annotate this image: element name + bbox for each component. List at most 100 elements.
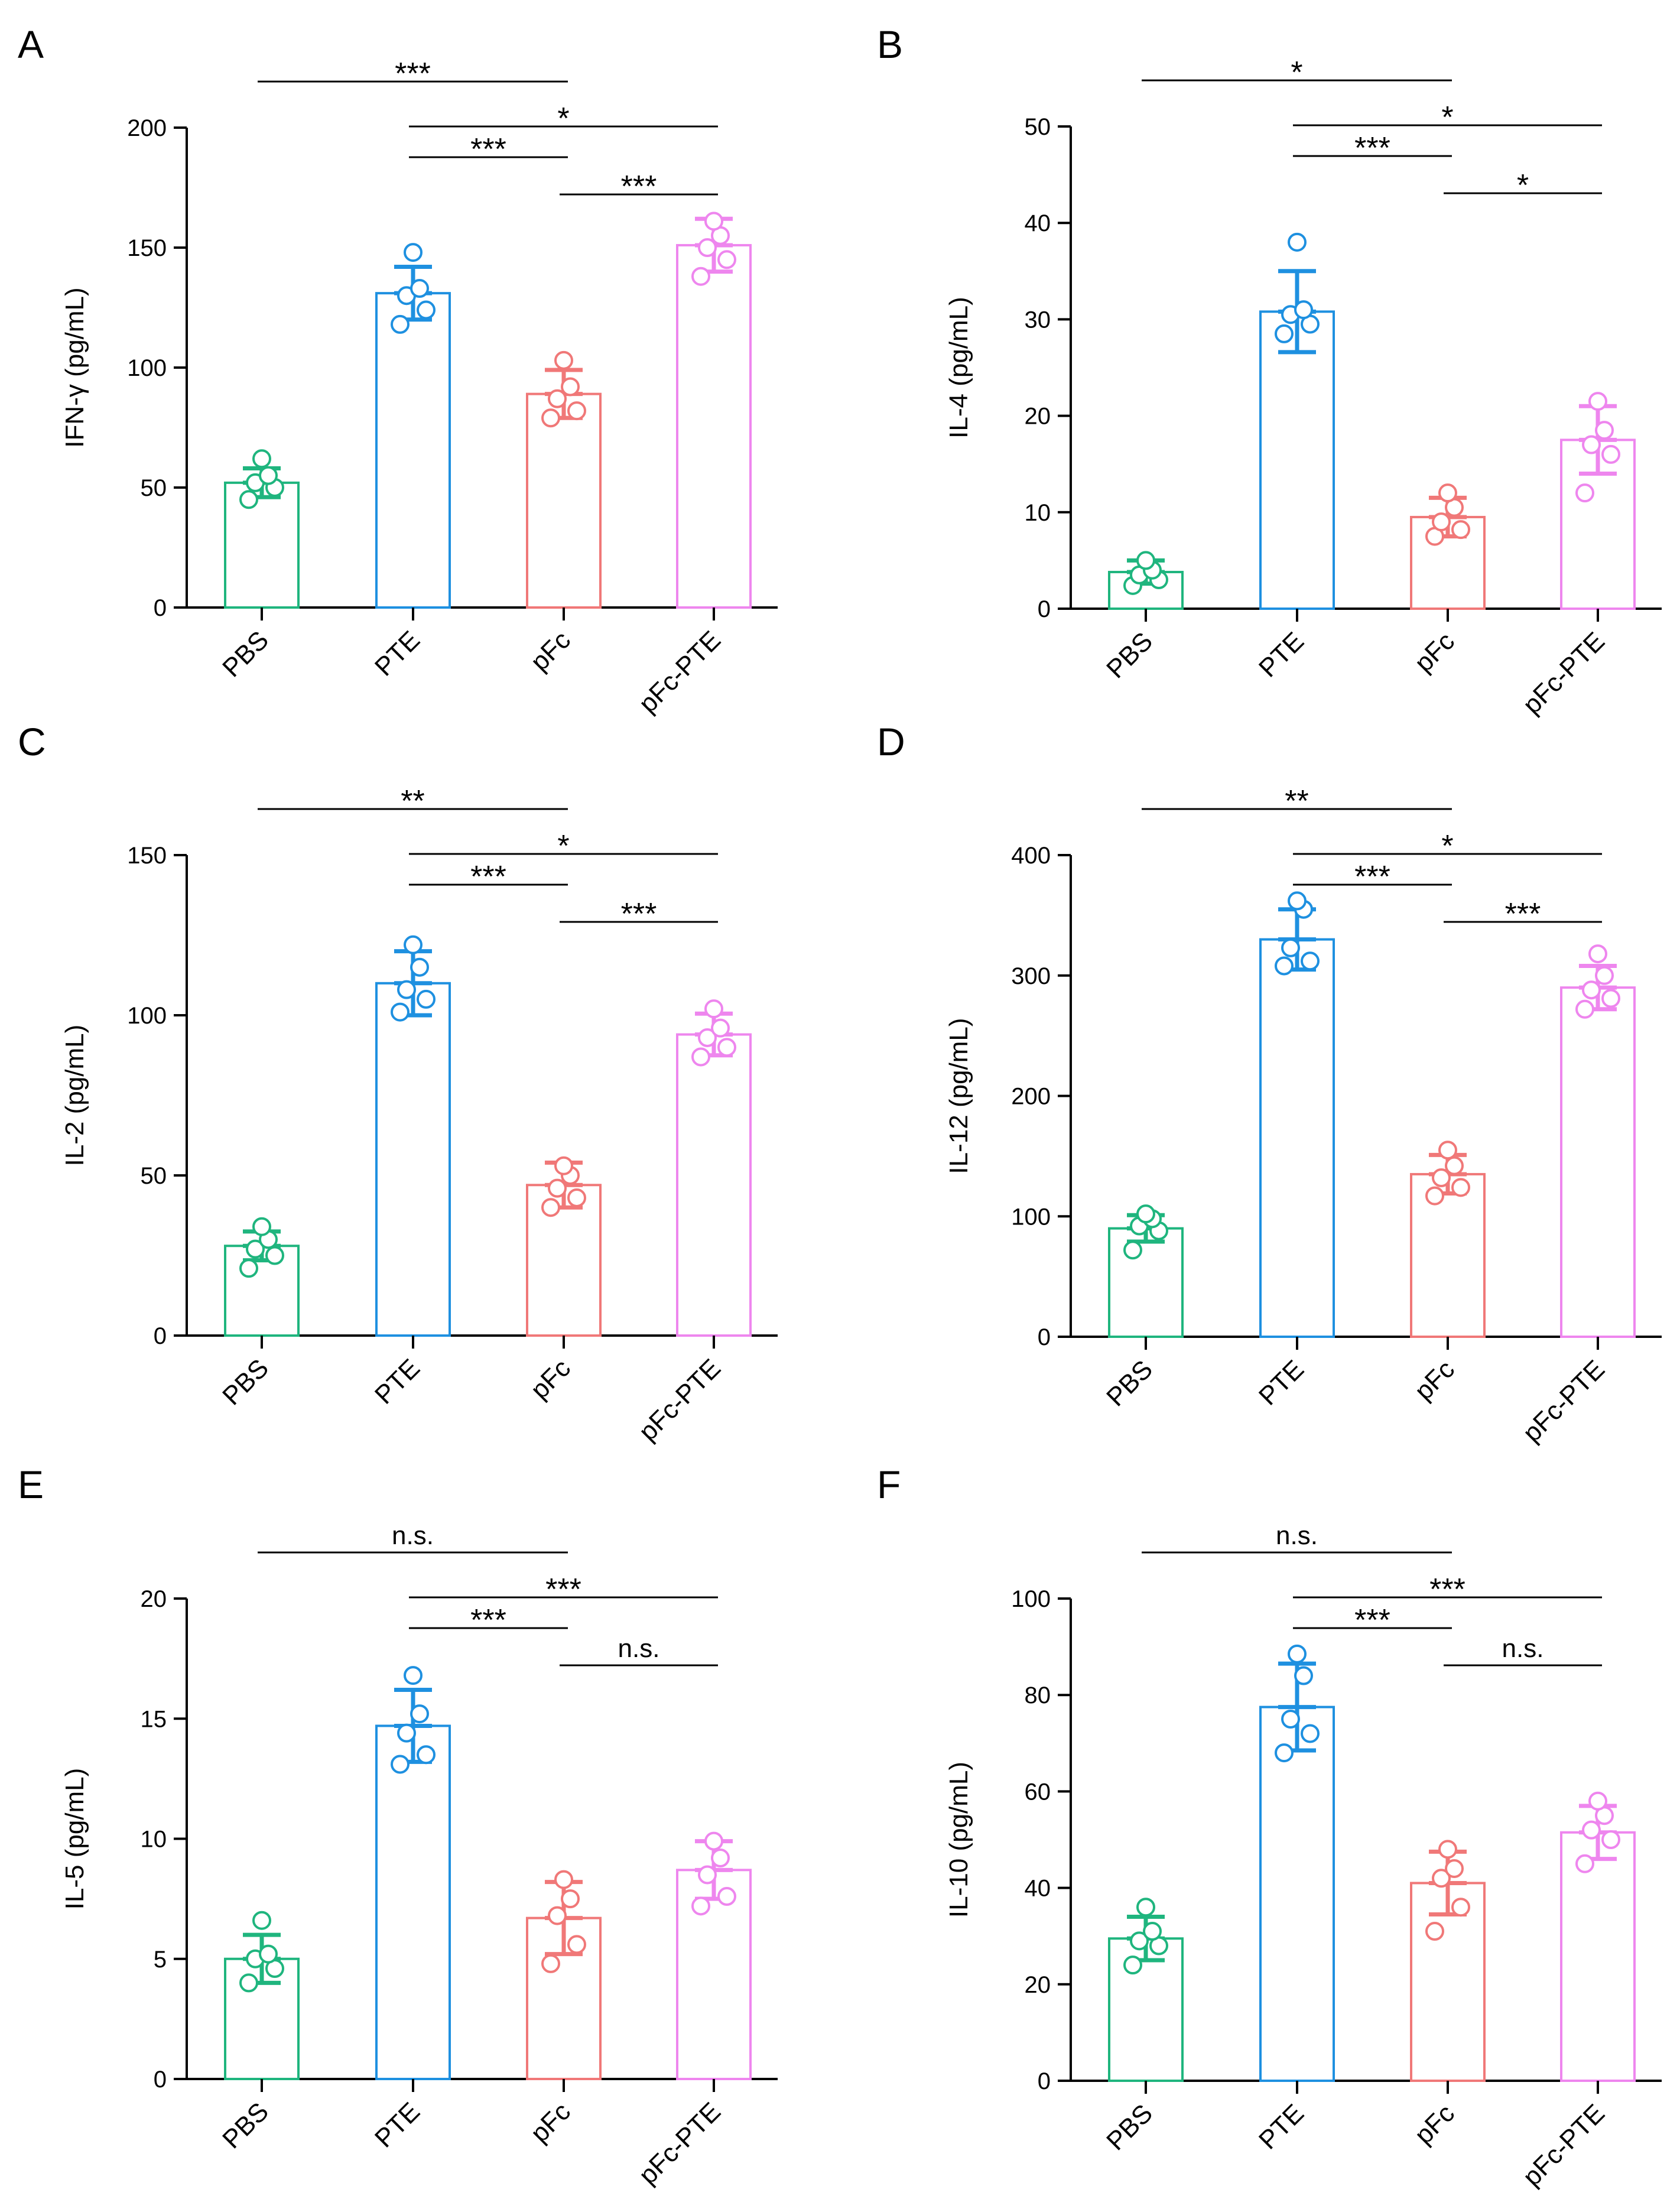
- y-tick-label-f: 60: [1025, 1779, 1051, 1805]
- significance-label-d: ***: [1354, 860, 1390, 894]
- data-point-b-pfc-pte: [1575, 483, 1594, 503]
- y-tick-label-f: 80: [1025, 1682, 1051, 1708]
- category-label-a-pte: PTE: [369, 625, 425, 681]
- data-point-b-pfc: [1438, 483, 1457, 503]
- category-label-b-pte: PTE: [1253, 626, 1309, 683]
- data-point-a-pfc-pte: [698, 238, 717, 257]
- data-point-f-pfc-pte: [1582, 1820, 1601, 1840]
- data-point-e-pfc-pte: [691, 1896, 710, 1916]
- data-point-a-pfc: [561, 377, 580, 397]
- significance-label-e: ***: [545, 1573, 581, 1607]
- category-label-e-pbs: PBS: [217, 2097, 274, 2154]
- data-point-d-pte: [1281, 938, 1300, 957]
- data-point-f-pbs: [1123, 1955, 1142, 1975]
- data-point-f-pfc: [1438, 1840, 1457, 1859]
- data-point-d-pfc: [1451, 1178, 1470, 1197]
- data-point-c-pfc-pte: [691, 1047, 710, 1067]
- y-tick-label-b: 10: [1025, 500, 1051, 526]
- y-tick-label-b: 40: [1025, 210, 1051, 236]
- data-point-b-pte: [1294, 300, 1313, 320]
- data-point-a-pte: [410, 279, 429, 298]
- data-point-d-pfc: [1425, 1186, 1444, 1206]
- y-tick-label-c: 150: [127, 843, 167, 869]
- data-point-c-pfc: [567, 1188, 586, 1207]
- data-point-e-pbs: [239, 1973, 258, 1993]
- data-point-e-pte: [391, 1755, 410, 1774]
- y-tick-label-b: 50: [1025, 114, 1051, 140]
- y-tick-label-d: 200: [1011, 1084, 1051, 1110]
- significance-label-e: n.s.: [392, 1521, 434, 1550]
- significance-label-a: ***: [395, 57, 431, 91]
- panel-b: B 0 10 20 30 40 50 IL-4 (pg/mL) PBS PTE pFc pFc-PTE…: [877, 22, 1662, 720]
- data-point-d-pfc-pte: [1588, 944, 1607, 964]
- category-label-f-pbs: PBS: [1101, 2098, 1158, 2156]
- y-tick-label-e: 0: [154, 2067, 167, 2093]
- data-point-b-pte: [1275, 324, 1294, 343]
- y-axis-title-b: IL-4 (pg/mL): [944, 297, 973, 438]
- category-label-c-pfc: pFc: [525, 1353, 577, 1405]
- significance-label-f: n.s.: [1502, 1634, 1544, 1663]
- data-point-a-pfc-pte: [704, 212, 723, 231]
- data-point-d-pfc-pte: [1601, 989, 1620, 1008]
- y-tick-label-b: 20: [1025, 404, 1051, 430]
- data-point-c-pfc: [541, 1198, 560, 1217]
- data-point-e-pfc: [567, 1935, 586, 1954]
- significance-label-d: **: [1285, 784, 1308, 818]
- data-point-d-pte: [1275, 956, 1294, 976]
- significance-label-a: *: [557, 102, 569, 136]
- y-tick-label-f: 100: [1011, 1586, 1051, 1612]
- data-point-b-pfc-pte: [1601, 444, 1620, 464]
- category-label-c-pfc-pte: pFc-PTE: [633, 1353, 726, 1446]
- data-point-c-pte: [410, 957, 429, 977]
- category-label-a-pbs: PBS: [217, 625, 274, 683]
- bar-f-pfc-pte: [1560, 1831, 1636, 2082]
- category-label-c-pte: PTE: [369, 1353, 425, 1409]
- y-tick-label-c: 0: [154, 1323, 167, 1349]
- category-label-e-pfc-pte: pFc-PTE: [633, 2097, 726, 2189]
- data-point-f-pbs: [1136, 1898, 1155, 1917]
- category-label-e-pte: PTE: [369, 2097, 425, 2153]
- significance-label-c: ***: [470, 860, 506, 894]
- data-point-c-pbs: [252, 1217, 271, 1236]
- data-point-a-pbs: [252, 449, 271, 469]
- bar-a-pbs: [224, 481, 300, 609]
- significance-label-b: *: [1441, 100, 1453, 135]
- y-tick-label-a: 200: [127, 115, 167, 141]
- category-label-f-pfc: pFc: [1409, 2098, 1461, 2150]
- category-label-a-pfc: pFc: [525, 625, 577, 677]
- data-point-b-pfc-pte: [1588, 392, 1607, 411]
- significance-label-d: *: [1441, 829, 1453, 863]
- data-point-d-pfc-pte: [1575, 999, 1594, 1019]
- data-point-c-pfc-pte: [704, 999, 723, 1019]
- data-point-c-pte: [391, 1002, 410, 1022]
- data-point-f-pte: [1288, 1644, 1307, 1664]
- bar-d-pte: [1259, 938, 1335, 1338]
- significance-label-f: n.s.: [1276, 1521, 1318, 1550]
- y-tick-label-f: 0: [1038, 2068, 1051, 2094]
- y-axis-title-a: IFN-γ (pg/mL): [60, 287, 89, 447]
- data-point-c-pte: [397, 980, 416, 999]
- category-label-c-pbs: PBS: [217, 1353, 274, 1411]
- bar-a-pfc-pte: [676, 243, 752, 609]
- category-label-b-pbs: PBS: [1101, 626, 1158, 684]
- data-point-c-pbs: [239, 1259, 258, 1278]
- data-point-e-pfc-pte: [711, 1849, 730, 1868]
- category-label-d-pte: PTE: [1253, 1354, 1309, 1411]
- data-point-d-pbs: [1123, 1240, 1142, 1260]
- data-point-c-pfc: [548, 1178, 567, 1198]
- y-tick-label-a: 0: [154, 595, 167, 621]
- data-point-f-pfc: [1432, 1869, 1451, 1888]
- significance-label-e: n.s.: [618, 1634, 660, 1663]
- data-point-b-pfc-pte: [1582, 435, 1601, 454]
- significance-label-f: ***: [1429, 1573, 1465, 1607]
- data-point-f-pte: [1294, 1666, 1313, 1685]
- category-label-d-pbs: PBS: [1101, 1354, 1158, 1412]
- data-point-c-pfc: [554, 1156, 573, 1175]
- bar-e-pte: [375, 1724, 451, 2081]
- y-tick-label-d: 0: [1038, 1324, 1051, 1350]
- significance-label-a: ***: [470, 132, 506, 167]
- bar-c-pfc-pte: [676, 1033, 752, 1337]
- significance-label-e: ***: [470, 1603, 506, 1638]
- bar-b-pte: [1259, 310, 1335, 610]
- y-tick-label-b: 30: [1025, 307, 1051, 333]
